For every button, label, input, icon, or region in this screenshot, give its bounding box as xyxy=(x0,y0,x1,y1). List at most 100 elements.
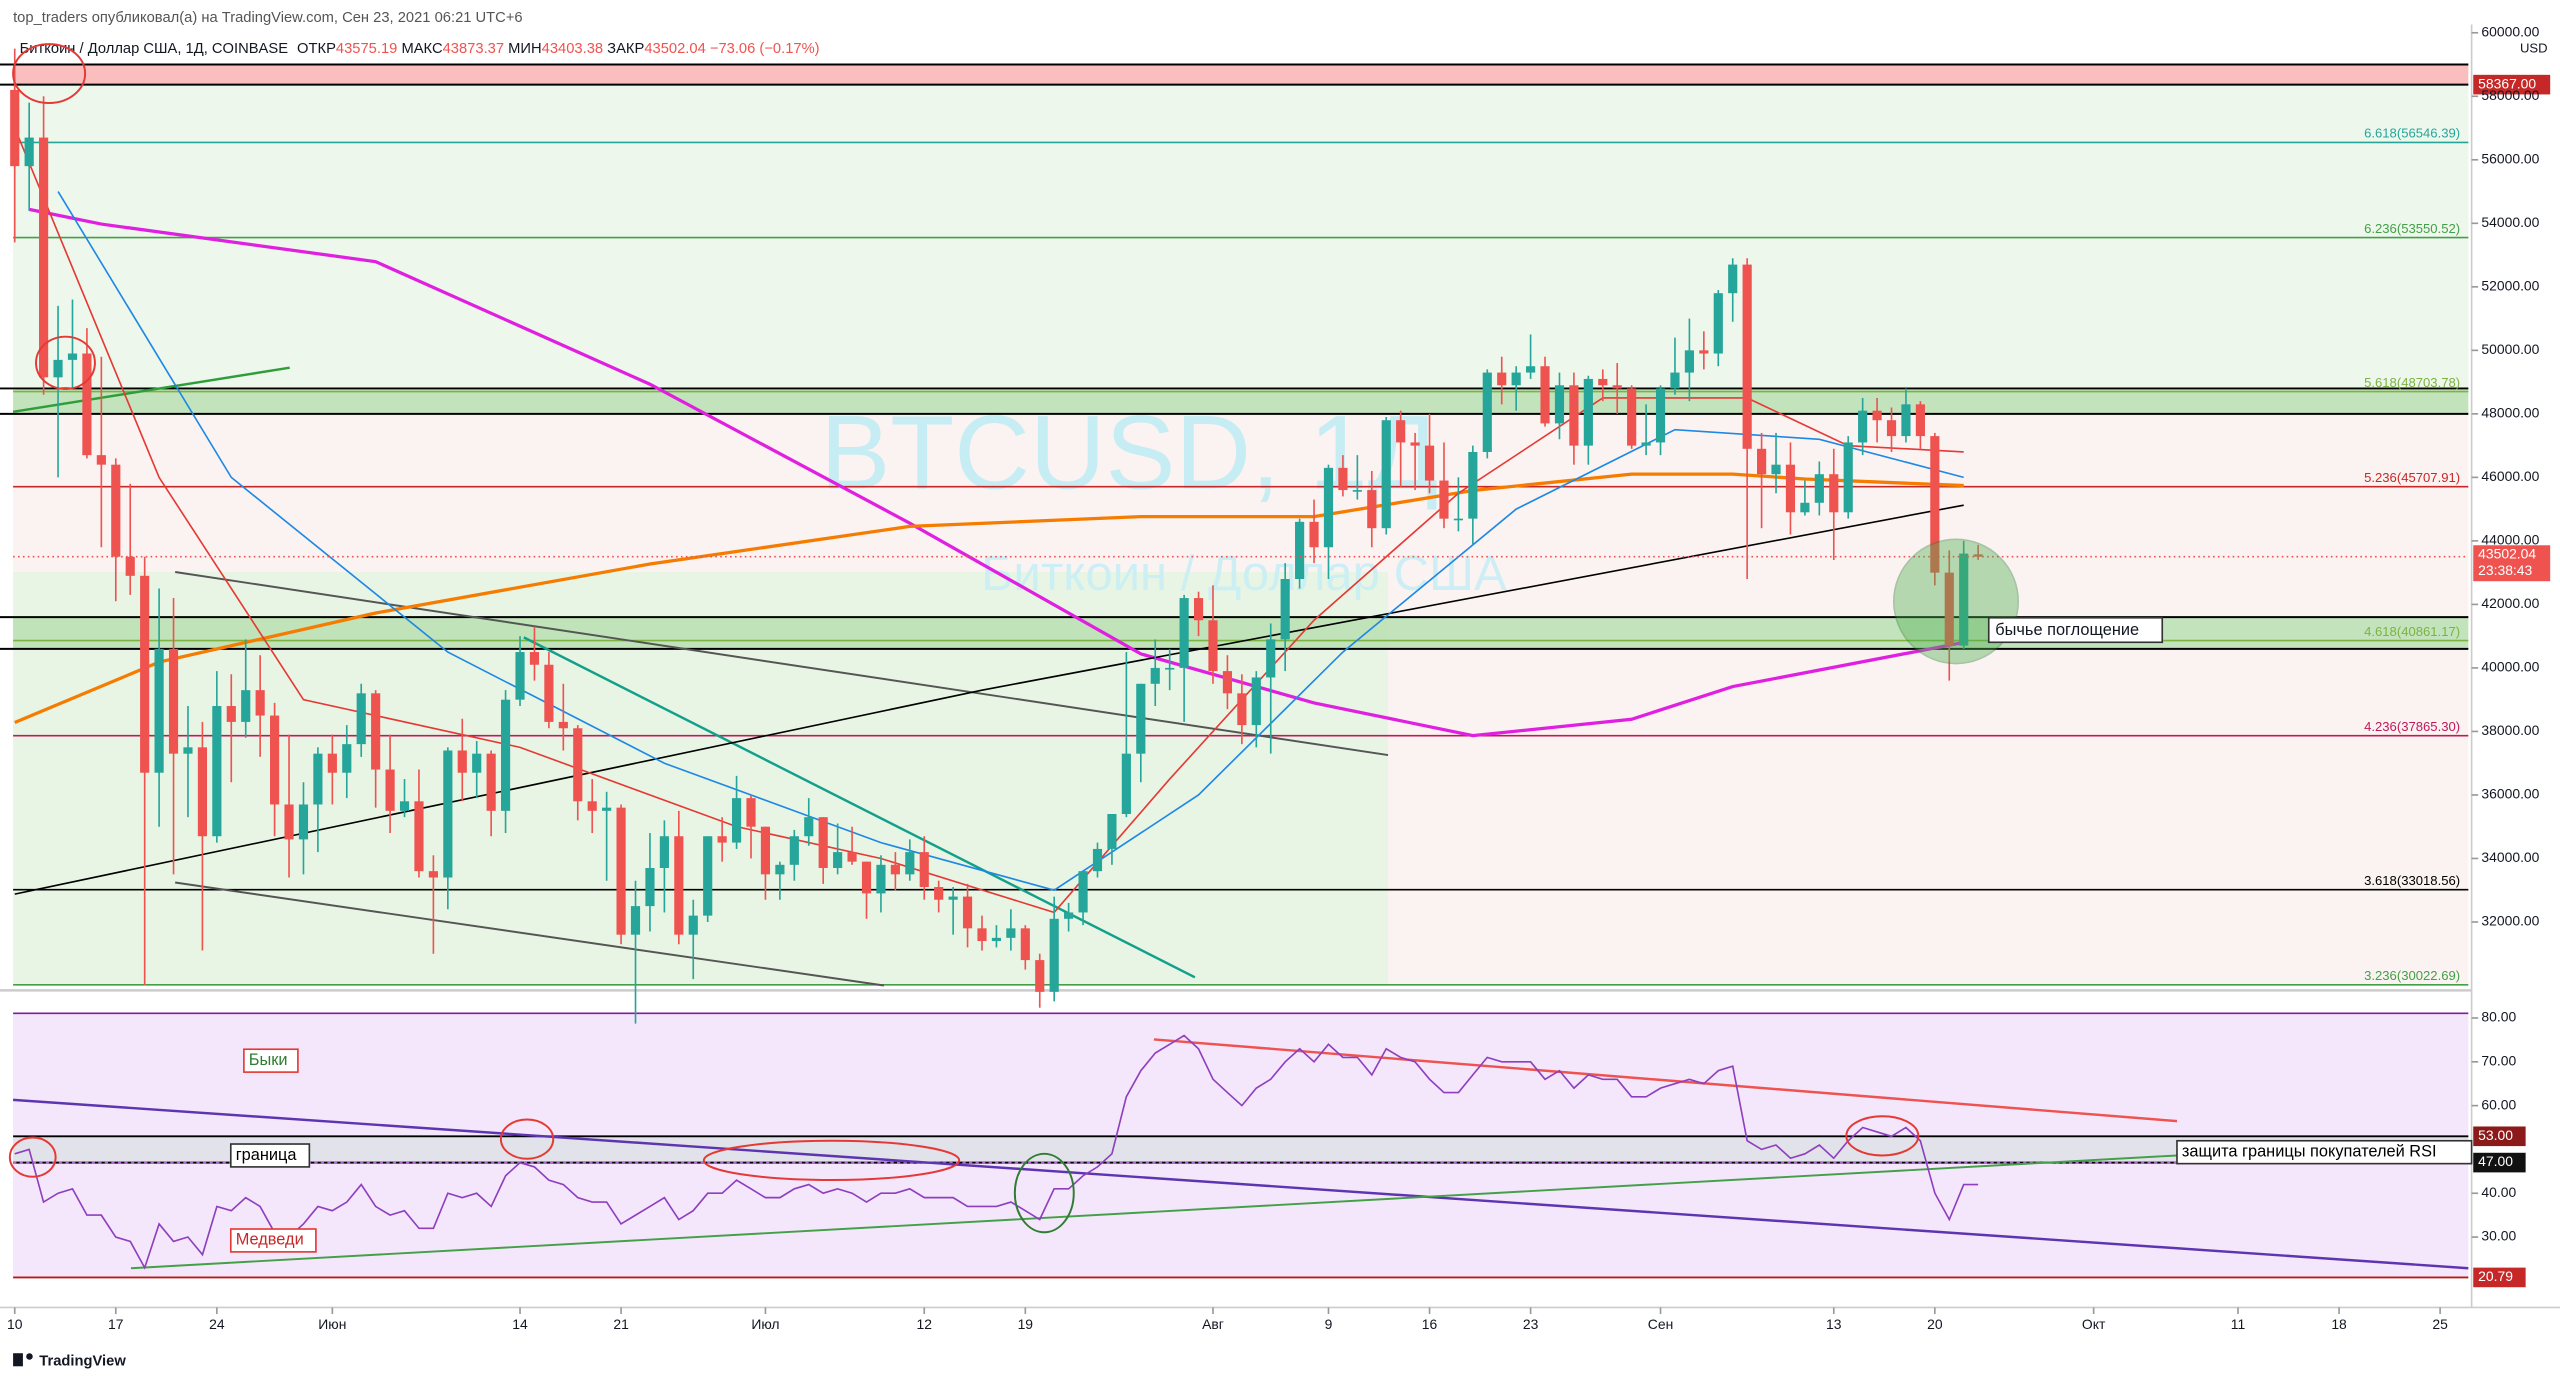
note: Быки xyxy=(249,1051,288,1069)
candle-body xyxy=(154,648,164,773)
x-tick-label: 17 xyxy=(108,1316,124,1332)
candle-body xyxy=(1886,420,1897,437)
candle-body xyxy=(1064,912,1074,919)
candle-body xyxy=(168,648,179,754)
candle-body xyxy=(1208,620,1218,672)
candle-body xyxy=(544,664,554,722)
price-tag xyxy=(2473,545,2551,582)
candle-body xyxy=(1655,388,1666,443)
candle-body xyxy=(1020,928,1030,961)
x-tick-label: Июл xyxy=(751,1316,779,1332)
candle-body xyxy=(1944,572,1954,646)
level-label: 3.236(30022.69) xyxy=(2364,968,2460,983)
candle-body xyxy=(1424,445,1435,481)
note: Медведи xyxy=(236,1231,304,1249)
candle-body xyxy=(804,817,814,837)
annotation-box xyxy=(1987,616,2164,644)
candle-body xyxy=(1757,448,1767,475)
header: top_traders опубликовал(а) на TradingVie… xyxy=(13,10,523,26)
x-tick-label: 18 xyxy=(2331,1316,2347,1332)
candle-body xyxy=(241,690,251,722)
candle-body xyxy=(616,807,626,935)
trend-line xyxy=(13,1098,2469,1270)
rsi-y-tick-label: 60.00 xyxy=(2481,1096,2516,1112)
candle-body xyxy=(1165,667,1175,670)
candle-body xyxy=(486,753,496,811)
candle-body xyxy=(1251,677,1261,726)
y-tick-label: 46000.00 xyxy=(2481,468,2539,484)
note-box xyxy=(243,1048,299,1073)
candle-body xyxy=(1309,521,1319,548)
candle-body xyxy=(1526,366,1536,373)
candle-body xyxy=(948,896,958,900)
candle-body xyxy=(1367,490,1377,529)
y-tick-label: 54000.00 xyxy=(2481,214,2539,230)
rsi-level-tag xyxy=(2473,1126,2526,1147)
candle-body xyxy=(1771,464,1781,475)
candle-body xyxy=(1540,366,1550,424)
candle-body xyxy=(53,359,63,378)
legend-label: ОТКР xyxy=(297,41,336,57)
candle-body xyxy=(1323,467,1334,548)
y-tick-label: 48000.00 xyxy=(2481,405,2539,421)
trend-line xyxy=(12,366,290,414)
candle-body xyxy=(1049,918,1059,992)
candle-body xyxy=(371,693,381,770)
last-price-label: 43502.04 xyxy=(2478,546,2536,562)
candle-body xyxy=(1396,420,1406,443)
legend-value: 43502.04 xyxy=(644,41,705,57)
y-tick-label: 60000.00 xyxy=(2481,23,2539,39)
candle-body xyxy=(414,801,424,872)
y-tick-label: 56000.00 xyxy=(2481,150,2539,166)
candle-body xyxy=(775,864,785,875)
candle-body xyxy=(1006,928,1016,938)
x-tick-label: 19 xyxy=(1018,1316,1034,1332)
moving-average xyxy=(14,472,1964,725)
candle-body xyxy=(501,699,511,811)
y-tick-label: 40000.00 xyxy=(2481,659,2539,675)
level-label: 4.236(37865.30) xyxy=(2364,719,2460,734)
candle-body xyxy=(270,715,280,805)
note-box xyxy=(229,1143,311,1168)
candle-body xyxy=(39,137,49,378)
legend-label: МИН xyxy=(508,41,542,57)
footer-logo xyxy=(13,1353,33,1367)
candle-body xyxy=(1338,467,1348,491)
candle-body xyxy=(1670,372,1680,389)
watermark-sub: Биткоин / Доллар США xyxy=(981,547,1507,601)
x-tick-label: 23 xyxy=(1523,1316,1539,1332)
candle-body xyxy=(1728,264,1738,294)
y-tick-label: 52000.00 xyxy=(2481,278,2539,294)
candle-body xyxy=(1280,578,1290,640)
x-tick-label: 12 xyxy=(917,1316,933,1332)
candle-body xyxy=(1381,420,1391,529)
candle-body xyxy=(1410,442,1420,446)
rsi-y-tick-label: 40.00 xyxy=(2481,1184,2516,1200)
candle-body xyxy=(457,750,467,773)
level-label: 5.236(45707.91) xyxy=(2364,470,2460,485)
legend: Биткоин / Доллар США, 1Д, COINBASE ОТКР4… xyxy=(20,41,820,57)
candle-body xyxy=(1641,442,1651,446)
annotation: бычье поглощение xyxy=(1995,621,2139,639)
candle-body xyxy=(659,836,669,868)
marked-level-label: 58367.00 xyxy=(2478,75,2536,91)
candle-body xyxy=(1627,388,1637,446)
candle-body xyxy=(890,864,900,875)
rsi-level-label: 20.79 xyxy=(2478,1268,2513,1284)
candle-body xyxy=(1497,372,1507,386)
x-tick-label: Сен xyxy=(1648,1316,1673,1332)
sketch xyxy=(1013,1152,1075,1234)
sketch xyxy=(499,1118,555,1160)
x-tick-label: 21 xyxy=(613,1316,629,1332)
sketch xyxy=(12,43,87,104)
candle-body xyxy=(1713,293,1723,354)
candle-body xyxy=(399,801,410,811)
x-tick-label: 10 xyxy=(7,1316,23,1332)
legend-value: 43575.19 xyxy=(336,41,397,57)
candle-body xyxy=(789,836,799,865)
rsi-y-tick-label: 30.00 xyxy=(2481,1228,2516,1244)
candle-body xyxy=(1785,464,1796,513)
x-tick-label: Окт xyxy=(2082,1316,2106,1332)
candle-body xyxy=(1858,410,1868,443)
candle-body xyxy=(385,769,395,811)
